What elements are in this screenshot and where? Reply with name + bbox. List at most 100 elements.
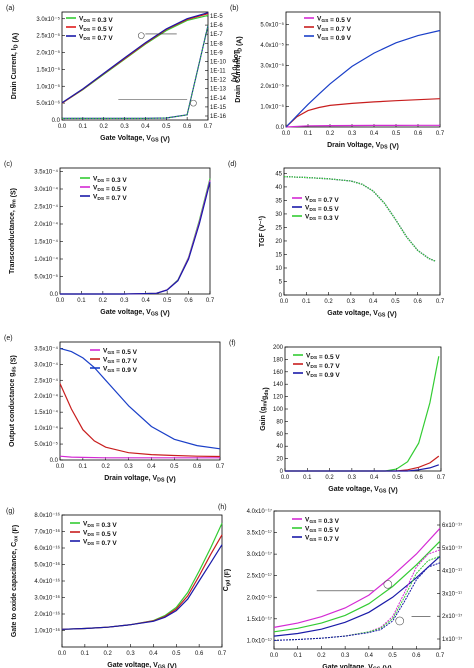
y-tick-label: 2.0x10⁻⁵	[260, 83, 284, 90]
legend-label: VDS = 0.7 V	[305, 196, 339, 205]
x-tick-label: 0.3	[341, 653, 350, 659]
x-tick-label: 0.1	[79, 464, 88, 470]
y-tick-label: 5.0x10⁻⁵	[34, 441, 58, 448]
x-tick-label: 0.3	[126, 651, 135, 657]
y-axis-label: Transconductance, gm (S)	[9, 188, 18, 274]
y-axis-label: Gate to oxide capacitance, Cox (F)	[11, 525, 20, 637]
x-tick-label: 0.2	[102, 464, 111, 470]
y-tick-label: 3.5x10⁻¹⁷	[247, 530, 272, 537]
x-tick-label: 0.2	[100, 124, 109, 130]
y-tick-label: 0.0	[52, 118, 61, 124]
y2-tick-label: 6x10⁻¹⁷	[442, 522, 462, 529]
series-line	[285, 455, 440, 472]
x-tick-label: 0.3	[124, 464, 133, 470]
y-tick-label: 2.0x10⁻⁴	[34, 221, 58, 228]
y-tick-label: 100	[273, 407, 284, 413]
x-tick-label: 0.5	[392, 131, 401, 137]
x-tick-label: 0.5	[388, 653, 397, 659]
y-tick-label: 0	[279, 293, 283, 299]
series-line-right	[273, 549, 441, 641]
y-tick-label: 120	[273, 395, 284, 401]
y-tick-label: 180	[273, 357, 284, 363]
x-tick-label: 0.1	[294, 653, 303, 659]
marker-circle	[395, 616, 404, 626]
series-line-log	[62, 25, 209, 119]
y-tick-label: 2.5x10⁻¹⁷	[247, 573, 272, 580]
y-tick-label: 2.0x10⁻¹⁶	[34, 611, 60, 618]
series-line	[61, 544, 223, 630]
y-tick-label: 2.5x10⁻⁴	[34, 204, 58, 211]
y-tick-label: 1.5x10⁻⁴	[34, 239, 58, 246]
x-tick-label: 0.6	[414, 299, 423, 305]
x-tick-label: 0.7	[436, 653, 445, 659]
marker-circle	[137, 32, 145, 39]
x-tick-label: 0.1	[302, 299, 311, 305]
x-tick-label: 0.0	[280, 299, 289, 305]
x-tick-label: 0.5	[163, 298, 172, 304]
series-line	[59, 383, 221, 458]
x-tick-label: 0.4	[370, 131, 379, 137]
x-tick-label: 0.5	[162, 124, 171, 130]
x-tick-label: 0.4	[369, 299, 378, 305]
x-tick-label: 0.1	[304, 131, 313, 137]
x-tick-label: 0.0	[56, 298, 65, 304]
x-tick-label: 0.7	[204, 124, 213, 130]
y-tick-label: 200	[273, 345, 284, 351]
chart-panel-g: (g) 0.0 0.1 0.2 0.3 0.4 0.5 0.6 0.7 1.0x10⁻¹⁶ 2.0x…	[6, 508, 227, 668]
legend-label: VGS = 0.3 V	[305, 517, 340, 526]
y-tick-label: 0	[280, 469, 284, 475]
y2-tick-label: 1E-12	[210, 78, 227, 84]
legend-label: VDS = 0.3 V	[93, 176, 127, 185]
chart-panel-a: (a) 0.0 0.1 0.2 0.3 0.4 0.5 0.6 0.7 0.0 5.0x10⁻⁶ 1.…	[6, 5, 239, 144]
x-tick-label: 0.7	[436, 299, 445, 305]
chart-panel-f: (f) 0.0 0.1 0.2 0.3 0.4 0.5 0.6 0.7 0 20 40 60 80 100 1…	[229, 340, 446, 495]
series-line	[283, 176, 436, 262]
x-tick-label: 0.7	[436, 131, 445, 137]
y-tick-label: 1.0x10⁻¹⁷	[247, 637, 272, 644]
x-axis-label: Drain Voltage, VDS (V)	[327, 142, 399, 151]
series-line-right	[273, 562, 441, 641]
x-tick-label: 0.0	[282, 131, 291, 137]
x-tick-label: 0.3	[348, 131, 357, 137]
y-tick-label: 3.0x10⁻⁴	[34, 186, 58, 193]
y-tick-label: 1.0x10⁻⁴	[34, 425, 58, 432]
y-tick-label: 40	[275, 185, 282, 191]
y2-tick-label: 1E-16	[210, 114, 227, 120]
x-tick-label: 0.0	[58, 124, 67, 130]
x-tick-label: 0.5	[391, 299, 400, 305]
y2-tick-label: 1E-5	[210, 14, 223, 20]
y-tick-label: 7.0x10⁻¹⁶	[34, 529, 60, 536]
x-axis-label: Drain voltage, VDS (V)	[104, 475, 175, 484]
y-axis-label: Drain Current, ID (A)	[235, 36, 244, 102]
y-tick-label: 60	[276, 432, 283, 438]
x-tick-label: 0.3	[120, 124, 129, 130]
series-line	[60, 180, 211, 295]
x-tick-label: 0.4	[147, 464, 156, 470]
y-axis-label: Gain (gm/gds)	[260, 387, 270, 431]
y-tick-label: 3.0x10⁻⁵	[36, 16, 60, 23]
y-tick-label: 35	[275, 198, 282, 204]
y-tick-label: 3.5x10⁻⁴	[34, 345, 58, 352]
chart-panel-d: (d) 0.0 0.1 0.2 0.3 0.4 0.5 0.6 0.7 0 5 10 15 20 25 30 3…	[228, 161, 445, 319]
panel-label: (c)	[4, 161, 12, 168]
x-tick-label: 0.2	[99, 298, 108, 304]
legend-label: VDS = 0.5 V	[83, 530, 117, 539]
y-tick-label: 2.5x10⁻⁴	[34, 377, 58, 384]
panel-label: (g)	[6, 508, 15, 515]
x-tick-label: 0.4	[149, 651, 158, 657]
legend-label: VDS = 0.5 V	[93, 185, 127, 194]
x-axis-label: Gate voltage, VGS (V)	[107, 662, 176, 668]
legend-label: VDS = 0.5 V	[306, 353, 340, 362]
x-tick-label: 0.6	[184, 298, 193, 304]
y-tick-label: 3.0x10⁻¹⁷	[247, 551, 272, 558]
x-tick-label: 0.5	[392, 475, 401, 481]
x-tick-label: 0.7	[437, 475, 446, 481]
y-tick-label: 3.0x10⁻⁵	[260, 62, 284, 69]
y-tick-label: 0.0	[50, 458, 59, 464]
legend-label: VGS = 0.9 V	[103, 366, 138, 375]
y-tick-label: 10	[275, 266, 282, 272]
y2-tick-label: 1E-7	[210, 32, 223, 38]
chart-panel-b: (b) 0.0 0.1 0.2 0.3 0.4 0.5 0.6 0.7 0.0 1.0x10⁻⁵ 2.…	[230, 5, 445, 151]
legend-label: VDS = 0.3 V	[83, 521, 117, 530]
series-line	[285, 29, 441, 128]
